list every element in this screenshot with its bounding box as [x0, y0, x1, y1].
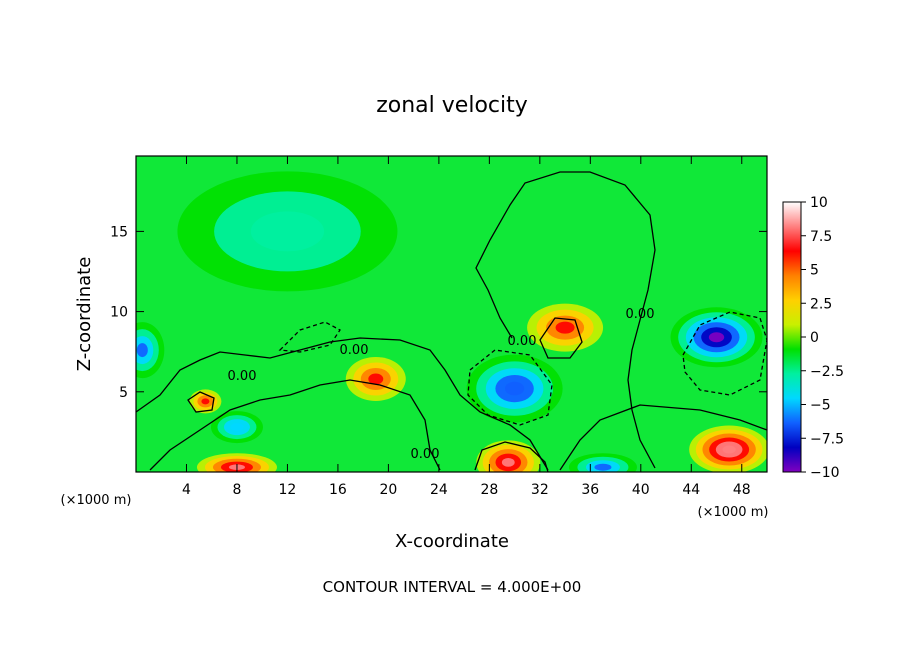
y-axis-ticks: 5 10 15: [110, 224, 767, 401]
field-blob: [201, 398, 210, 405]
contour-label: 0.00: [411, 447, 440, 462]
x-tick-label: 36: [581, 482, 599, 498]
x-axis-label: X-coordinate: [395, 531, 509, 552]
x-unit-right: (×1000 m): [698, 505, 769, 520]
x-tick-label: 24: [430, 482, 448, 498]
y-axis-label: Z-coordinate: [74, 257, 95, 372]
contour-label: 0.00: [340, 343, 369, 358]
velocity-field: 0.00 0.00 0.00 0.00 0.00: [136, 156, 767, 472]
x-tick-label: 4: [182, 482, 191, 498]
y-tick-label: 15: [110, 224, 128, 240]
colorbar-tick-label: 2.5: [810, 296, 832, 312]
contour-interval-note: CONTOUR INTERVAL = 4.000E+00: [323, 578, 582, 596]
x-tick-label: 28: [480, 482, 498, 498]
x-tick-label: 44: [682, 482, 700, 498]
x-tick-label: 48: [733, 482, 751, 498]
contour-dashed-center: [467, 349, 553, 426]
field-blob: [368, 373, 384, 385]
field-blob: [504, 381, 525, 396]
x-axis-ticks: 4 8 12 16 20 24 28 32 36 40 44 48: [182, 156, 751, 498]
colorbar-gradient: [782, 201, 802, 473]
colorbar-tick-label: −7.5: [810, 431, 844, 447]
contour-solid-blob-center: [539, 317, 583, 359]
field-blob: [708, 332, 725, 343]
contour-label: 0.00: [508, 334, 537, 349]
colorbar-tick-label: 0: [810, 330, 819, 346]
field-blob: [501, 457, 515, 467]
contour-zero-right: [559, 404, 767, 471]
colorbar-tick-label: −5: [810, 398, 831, 414]
colorbar-tick-label: −10: [810, 465, 840, 481]
contour-label: 0.00: [626, 307, 655, 322]
x-tick-label: 8: [232, 482, 241, 498]
x-tick-label: 40: [632, 482, 650, 498]
colorbar-tick-label: 10: [810, 195, 828, 211]
colorbar-tick-label: −2.5: [810, 364, 844, 380]
contour-label: 0.00: [228, 369, 257, 384]
contour-zero-main: [475, 171, 656, 469]
contour-dashed-top-left: [278, 321, 341, 353]
field-blob: [594, 463, 612, 471]
contour-zero-left: [136, 337, 549, 471]
x-tick-label: 20: [379, 482, 397, 498]
y-tick-label: 5: [119, 385, 128, 401]
contour-solid-blob-bottom: [474, 441, 549, 472]
contour-dashed-right: [682, 311, 767, 396]
y-tick-label: 10: [110, 305, 128, 321]
field-blob: [136, 343, 148, 358]
contour-zero-low: [149, 379, 441, 471]
x-unit-left: (×1000 m): [61, 493, 132, 508]
field-blob: [230, 423, 244, 432]
x-tick-label: 32: [531, 482, 549, 498]
x-tick-label: 12: [279, 482, 297, 498]
x-tick-label: 16: [329, 482, 347, 498]
colorbar: 10 7.5 5 2.5 0 −2.5 −5 −7.5 −10: [782, 195, 844, 481]
colorbar-tick-label: 5: [810, 263, 819, 279]
field-blob: [555, 321, 575, 334]
field-blob: [250, 211, 325, 252]
plot-frame: [135, 155, 768, 473]
field-blob: [722, 445, 736, 454]
colorbar-tick-label: 7.5: [810, 229, 832, 245]
chart-title: zonal velocity: [376, 93, 528, 118]
contour-solid-blob-left: [187, 391, 215, 413]
